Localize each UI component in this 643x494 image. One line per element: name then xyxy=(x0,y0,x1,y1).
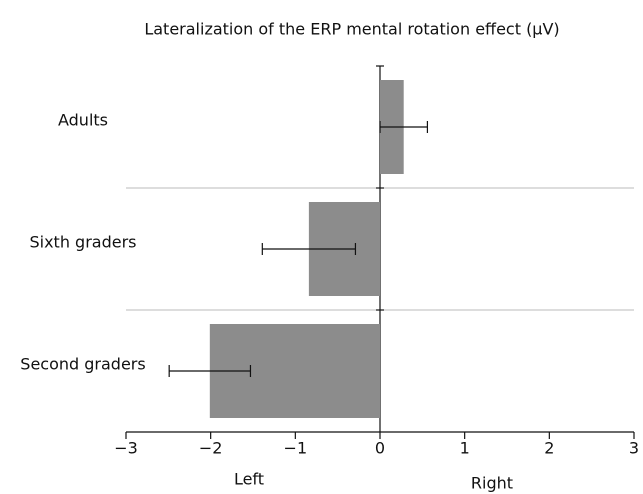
x-tick-label: −3 xyxy=(114,439,138,458)
x-tick-label: 2 xyxy=(544,439,554,458)
category-label: Second graders xyxy=(20,355,145,374)
x-tick-label: −2 xyxy=(199,439,223,458)
x-axis-label: Right xyxy=(471,474,513,493)
chart-title: Lateralization of the ERP mental rotatio… xyxy=(144,20,559,39)
x-tick-label: 1 xyxy=(460,439,470,458)
x-tick-label: −1 xyxy=(284,439,308,458)
x-tick-label: 3 xyxy=(629,439,639,458)
category-label: Adults xyxy=(58,111,108,130)
x-axis-label: Left xyxy=(234,470,264,489)
error-bar xyxy=(261,243,357,255)
category-label: Sixth graders xyxy=(29,233,136,252)
x-tick-label: 0 xyxy=(375,439,385,458)
error-bar xyxy=(379,121,429,133)
error-bar xyxy=(168,365,252,377)
